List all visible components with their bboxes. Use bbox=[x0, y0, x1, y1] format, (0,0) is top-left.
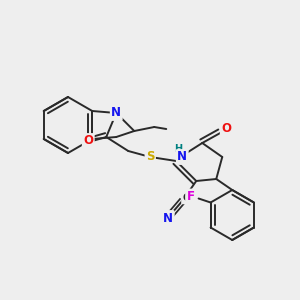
Text: O: O bbox=[83, 134, 93, 148]
Text: N: N bbox=[111, 106, 121, 119]
Text: F: F bbox=[187, 190, 195, 203]
Text: O: O bbox=[221, 122, 231, 136]
Text: C: C bbox=[182, 193, 190, 203]
Text: N: N bbox=[177, 151, 187, 164]
Text: H: H bbox=[174, 144, 182, 154]
Text: S: S bbox=[146, 151, 154, 164]
Text: N: N bbox=[163, 212, 173, 224]
